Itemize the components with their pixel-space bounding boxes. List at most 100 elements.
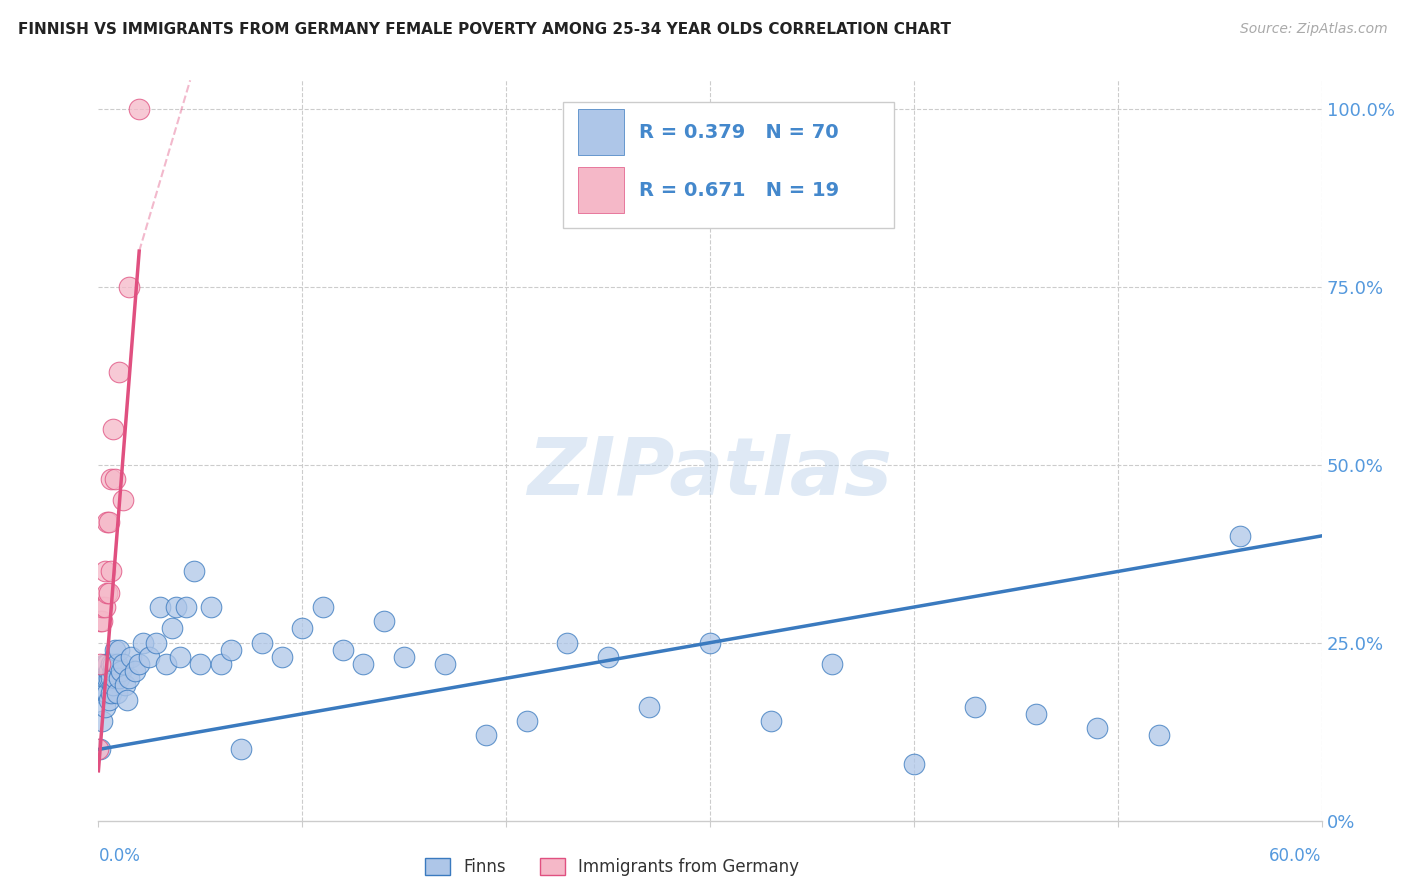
Text: Source: ZipAtlas.com: Source: ZipAtlas.com — [1240, 22, 1388, 37]
Point — [165, 600, 187, 615]
Point — [89, 742, 111, 756]
Point — [231, 742, 253, 756]
Point — [516, 714, 538, 728]
Point — [699, 635, 721, 649]
Point — [200, 600, 222, 615]
Point — [128, 102, 150, 116]
Point — [89, 615, 111, 629]
Point — [97, 586, 120, 600]
Point — [183, 565, 205, 579]
Point — [105, 685, 128, 699]
Point — [108, 671, 131, 685]
Point — [1025, 706, 1047, 721]
Point — [105, 657, 128, 671]
Point — [110, 664, 132, 678]
Point — [270, 649, 294, 664]
Point — [96, 515, 118, 529]
Point — [93, 671, 115, 685]
Point — [93, 565, 115, 579]
Text: ZIPatlas: ZIPatlas — [527, 434, 893, 512]
Point — [93, 600, 115, 615]
Point — [169, 649, 191, 664]
Point — [101, 657, 124, 671]
Point — [104, 642, 127, 657]
Point — [474, 728, 498, 742]
Point — [96, 671, 118, 685]
Text: FINNISH VS IMMIGRANTS FROM GERMANY FEMALE POVERTY AMONG 25-34 YEAR OLDS CORRELAT: FINNISH VS IMMIGRANTS FROM GERMANY FEMAL… — [18, 22, 952, 37]
Point — [291, 622, 314, 636]
Point — [104, 472, 127, 486]
FancyBboxPatch shape — [578, 110, 624, 155]
Y-axis label: Female Poverty Among 25-34 Year Olds: Female Poverty Among 25-34 Year Olds — [0, 286, 8, 615]
Point — [392, 649, 416, 664]
Point — [118, 279, 141, 293]
Point — [312, 600, 335, 615]
Point — [352, 657, 374, 671]
Point — [209, 657, 232, 671]
Point — [145, 635, 167, 649]
Point — [557, 635, 579, 649]
Point — [108, 365, 131, 379]
Point — [1147, 728, 1170, 742]
Point — [100, 685, 122, 699]
Point — [91, 685, 114, 699]
Point — [1229, 529, 1251, 543]
Point — [104, 671, 127, 685]
Point — [97, 664, 120, 678]
Point — [96, 586, 118, 600]
Point — [111, 493, 134, 508]
Point — [91, 600, 114, 615]
Text: 0.0%: 0.0% — [98, 847, 141, 865]
Point — [638, 699, 661, 714]
Point — [115, 692, 138, 706]
Point — [91, 714, 114, 728]
Text: R = 0.379   N = 70: R = 0.379 N = 70 — [640, 123, 839, 142]
Point — [434, 657, 457, 671]
Text: R = 0.671   N = 19: R = 0.671 N = 19 — [640, 181, 839, 200]
Point — [96, 657, 118, 671]
Point — [120, 649, 142, 664]
Point — [114, 678, 136, 692]
Point — [97, 692, 120, 706]
Point — [332, 642, 354, 657]
Point — [101, 422, 124, 436]
Point — [100, 472, 122, 486]
Point — [138, 649, 160, 664]
Point — [108, 642, 131, 657]
Point — [132, 635, 155, 649]
Point — [89, 657, 111, 671]
Point — [101, 678, 124, 692]
Legend: Finns, Immigrants from Germany: Finns, Immigrants from Germany — [419, 851, 806, 883]
Point — [97, 515, 120, 529]
Point — [100, 671, 122, 685]
Point — [903, 756, 925, 771]
Point — [100, 657, 122, 671]
Point — [373, 615, 395, 629]
Point — [96, 685, 118, 699]
Point — [1085, 721, 1108, 735]
Point — [965, 699, 987, 714]
Point — [598, 649, 620, 664]
FancyBboxPatch shape — [578, 168, 624, 213]
Point — [93, 699, 115, 714]
Text: 60.0%: 60.0% — [1270, 847, 1322, 865]
FancyBboxPatch shape — [564, 103, 894, 228]
Point — [93, 657, 115, 671]
Point — [91, 615, 114, 629]
Point — [160, 622, 183, 636]
Point — [188, 657, 212, 671]
Point — [97, 671, 120, 685]
Point — [111, 657, 134, 671]
Point — [155, 657, 177, 671]
Point — [250, 635, 273, 649]
Point — [128, 657, 150, 671]
Point — [101, 664, 124, 678]
Point — [821, 657, 844, 671]
Point — [174, 600, 197, 615]
Point — [118, 671, 141, 685]
Point — [219, 642, 242, 657]
Point — [761, 714, 783, 728]
Point — [124, 664, 146, 678]
Point — [100, 565, 122, 579]
Point — [87, 742, 110, 756]
